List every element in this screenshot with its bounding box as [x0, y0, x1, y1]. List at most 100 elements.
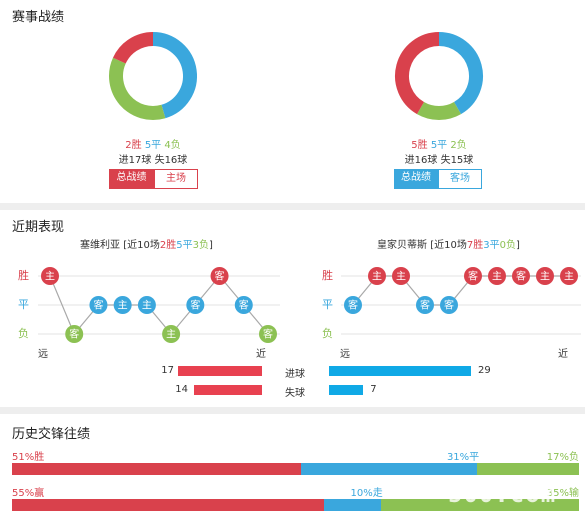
right-form-venue-label: 客 — [516, 270, 526, 283]
recent-panel: 近期表现 塞维利亚 [近10场2胜5平3负] 皇家贝蒂斯 [近10场7胜3平0负… — [0, 210, 585, 407]
right-tab-total[interactable]: 总战绩 — [394, 169, 438, 189]
right-scored-bar — [329, 366, 471, 376]
left-conceded-bar — [194, 385, 262, 395]
record-left-wdl: 2胜 5平 4负 — [100, 136, 206, 151]
right-summary-draws: 3平 — [483, 240, 500, 251]
donut-right-loss-slice — [417, 101, 461, 120]
left-form-point: 客 — [186, 296, 205, 314]
left-form-marker — [186, 296, 205, 314]
right-form-marker — [440, 296, 458, 314]
donut-right-draw-slice — [438, 32, 483, 115]
left-form-marker — [162, 325, 181, 343]
right-form-venue-label: 主 — [372, 271, 382, 283]
left-summary-prefix: [近10场 — [123, 240, 160, 251]
right-form-marker — [464, 267, 482, 285]
right-form-marker — [560, 267, 578, 285]
left-form-venue-label: 客 — [190, 299, 200, 312]
left-summary-wins: 2胜 — [159, 240, 177, 251]
right-summary-prefix: [近10场 — [430, 240, 467, 251]
left-form-point: 主 — [113, 296, 132, 314]
history-row2-draw-bar — [323, 499, 381, 511]
history-row1-win-text: 51%胜 — [12, 452, 45, 463]
right-form-point: 客 — [440, 296, 458, 314]
right-form-line — [352, 275, 569, 306]
right-form-venue-label: 客 — [444, 299, 454, 312]
left-axis-far: 远 — [38, 349, 48, 360]
donut-right-win-slice — [395, 32, 440, 115]
history-row2-win-text: 55%赢 — [12, 488, 45, 499]
right-summary-wins: 7胜 — [466, 240, 484, 251]
left-form-marker — [89, 296, 108, 314]
left-axis-near: 近 — [256, 349, 266, 360]
left-form-marker — [234, 296, 253, 314]
right-goals-text: 进16球 失15球 — [404, 155, 474, 166]
record-right-wdl: 5胜 5平 2负 — [386, 136, 492, 151]
left-form-point: 客 — [89, 296, 108, 314]
right-form-point: 主 — [488, 267, 506, 285]
right-team-summary: 皇家贝蒂斯 [近10场7胜3平0负] — [377, 236, 520, 251]
history-row1-loss-text: 17%负 — [546, 452, 579, 463]
right-form-point: 客 — [464, 267, 482, 285]
right-form-venue-label: 主 — [540, 271, 550, 283]
left-form-point: 客 — [234, 296, 253, 314]
right-form-marker — [488, 267, 506, 285]
right-win-count: 5胜 — [411, 140, 428, 151]
left-form-line — [49, 275, 269, 336]
right-form-marker — [416, 296, 434, 314]
watermark-logo: 500.com — [448, 480, 557, 508]
history-row1-loss-bar — [476, 463, 579, 475]
left-form-marker — [41, 267, 59, 285]
right-form-point: 主 — [536, 267, 554, 285]
left-summary-losses: 3负 — [192, 240, 209, 251]
left-form-venue-label: 主 — [166, 329, 176, 341]
history-row2-win-bar — [12, 499, 324, 511]
left-scored-value: 17 — [161, 365, 174, 376]
left-team-summary: 塞维利亚 [近10场2胜5平3负] — [80, 236, 213, 251]
right-form-point: 客 — [512, 267, 530, 285]
right-tab-away[interactable]: 客场 — [438, 169, 482, 189]
right-summary-losses: 0负 — [499, 240, 516, 251]
left-conceded-value: 14 — [175, 384, 188, 395]
right-form-marker — [512, 267, 530, 285]
donut-chart-right — [395, 32, 483, 120]
right-team-name: 皇家贝蒂斯 — [377, 240, 427, 251]
left-summary-suffix: ] — [208, 240, 213, 251]
left-form-marker — [259, 325, 277, 343]
right-form-venue-label: 主 — [396, 271, 406, 283]
right-ylabel-draw: 平 — [322, 298, 333, 311]
history-row1-draw-text: 31%平 — [446, 452, 480, 463]
left-form-venue-label: 客 — [239, 299, 249, 312]
right-ylabel-win: 胜 — [322, 269, 333, 282]
left-ylabel-loss: 负 — [18, 327, 29, 340]
right-form-venue-label: 客 — [420, 299, 430, 312]
history-row1-win-bar — [12, 463, 302, 475]
record-title: 赛事战绩 — [12, 10, 65, 25]
left-form-marker — [137, 296, 156, 314]
right-form-point: 主 — [560, 267, 578, 285]
right-ylabel-loss: 负 — [322, 327, 333, 340]
left-team-name: 塞维利亚 — [80, 240, 120, 251]
right-form-marker — [392, 267, 410, 285]
left-form-venue-label: 客 — [215, 270, 225, 283]
left-ylabel-draw: 平 — [18, 298, 29, 311]
left-form-point: 客 — [65, 325, 84, 343]
left-loss-count: 4负 — [164, 140, 181, 151]
right-form-point: 客 — [344, 296, 362, 314]
scored-label: 进球 — [285, 369, 305, 380]
history-title: 历史交锋往绩 — [12, 427, 91, 442]
donut-left-loss-slice — [109, 57, 166, 120]
donut-chart-left — [109, 32, 197, 120]
left-form-marker — [65, 325, 84, 343]
left-form-marker — [210, 267, 229, 285]
history-panel: 历史交锋往绩 51%胜 31%平 17%负 55%赢 10%走 35%输 500… — [0, 414, 585, 520]
left-form-point: 客 — [210, 267, 229, 285]
left-form-marker — [113, 296, 132, 314]
left-form-point: 主 — [137, 296, 156, 314]
left-tab-total[interactable]: 总战绩 — [109, 169, 154, 189]
left-tab-home[interactable]: 主场 — [154, 169, 198, 189]
left-form-point: 主 — [162, 325, 181, 343]
right-form-marker — [344, 296, 362, 314]
right-axis-far: 远 — [340, 349, 350, 360]
right-loss-count: 2负 — [450, 140, 467, 151]
history-row1-draw-bar — [301, 463, 477, 475]
